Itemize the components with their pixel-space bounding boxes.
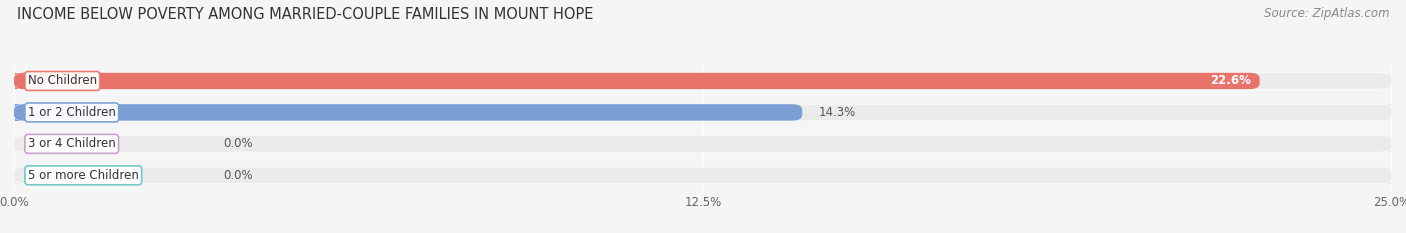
FancyBboxPatch shape [14, 104, 803, 121]
Text: No Children: No Children [28, 75, 97, 87]
Bar [14, 136, 1392, 152]
Text: 22.6%: 22.6% [1211, 75, 1251, 87]
Text: 0.0%: 0.0% [224, 137, 253, 150]
Bar [14, 73, 1392, 89]
Bar [14, 167, 1392, 184]
Bar [14, 104, 1392, 121]
Text: Source: ZipAtlas.com: Source: ZipAtlas.com [1264, 7, 1389, 20]
FancyBboxPatch shape [14, 73, 1392, 89]
Text: 1 or 2 Children: 1 or 2 Children [28, 106, 115, 119]
FancyBboxPatch shape [14, 136, 1392, 152]
FancyBboxPatch shape [14, 73, 1260, 89]
Bar [14, 73, 1260, 89]
Text: 3 or 4 Children: 3 or 4 Children [28, 137, 115, 150]
Bar [14, 104, 803, 121]
Text: 5 or more Children: 5 or more Children [28, 169, 139, 182]
FancyBboxPatch shape [14, 104, 1392, 121]
Text: 14.3%: 14.3% [818, 106, 856, 119]
FancyBboxPatch shape [14, 167, 1392, 184]
Text: INCOME BELOW POVERTY AMONG MARRIED-COUPLE FAMILIES IN MOUNT HOPE: INCOME BELOW POVERTY AMONG MARRIED-COUPL… [17, 7, 593, 22]
Text: 0.0%: 0.0% [224, 169, 253, 182]
